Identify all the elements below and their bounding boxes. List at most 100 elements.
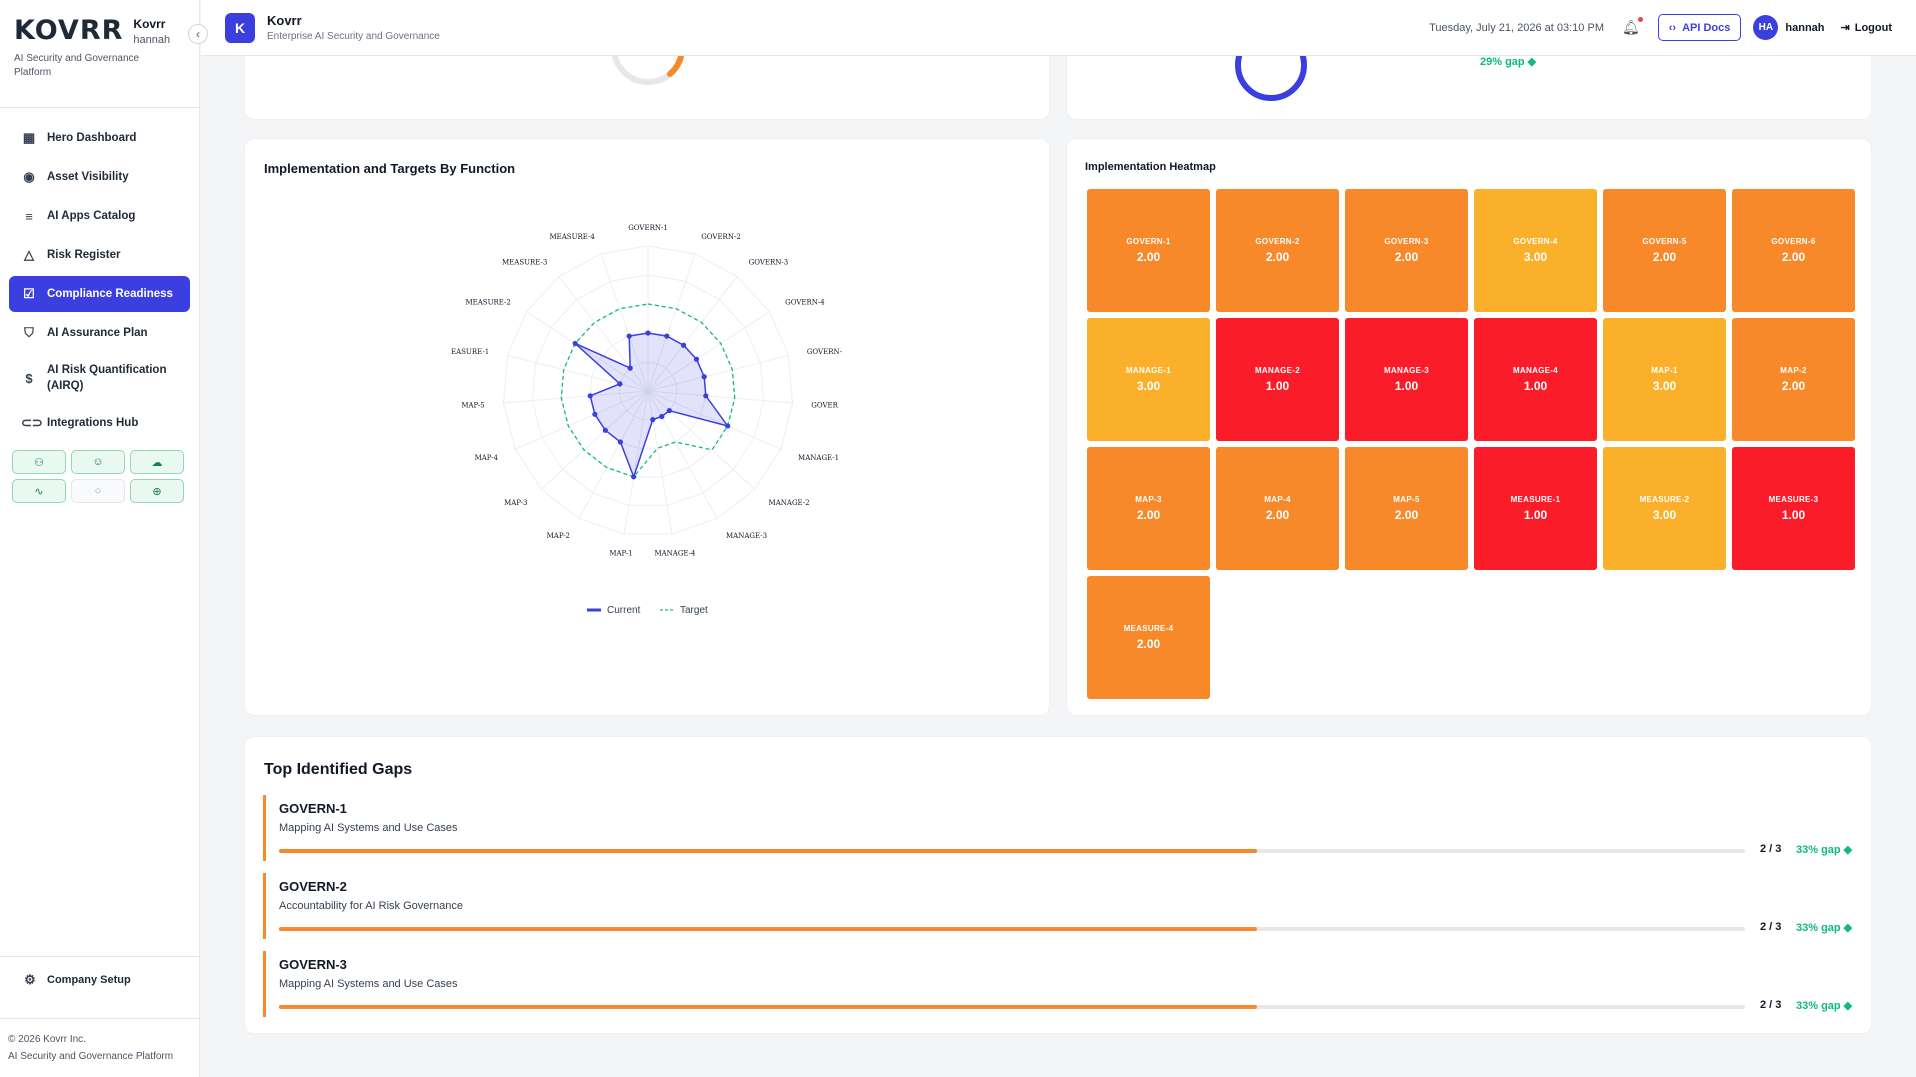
heatmap-cell[interactable]: MEASURE-1 1.00 bbox=[1474, 447, 1597, 570]
radar-point-current bbox=[631, 474, 637, 480]
heatmap-cell[interactable]: MANAGE-1 3.00 bbox=[1087, 318, 1210, 441]
radar-point-current bbox=[617, 439, 623, 445]
heatmap-cell[interactable]: MANAGE-4 1.00 bbox=[1474, 318, 1597, 441]
app-badge[interactable]: K bbox=[225, 12, 255, 43]
collapse-sidebar-button[interactable]: ‹ bbox=[188, 24, 208, 44]
radar-series-target bbox=[560, 303, 736, 478]
heatmap-cell[interactable]: MAP-2 2.00 bbox=[1732, 318, 1855, 441]
radar-spoke bbox=[647, 390, 718, 519]
globe-icon[interactable]: ⊕ bbox=[130, 479, 184, 503]
heatmap-cell-label: MAP-4 bbox=[1264, 495, 1291, 504]
sidebar-item-integrations-hub[interactable]: ⊂⊃ Integrations Hub bbox=[9, 405, 190, 441]
heatmap-cell-value: 1.00 bbox=[1394, 379, 1419, 393]
heatmap-cell-label: MAP-2 bbox=[1780, 366, 1807, 375]
activity-icon[interactable]: ∿ bbox=[12, 479, 66, 503]
shield-outline-icon[interactable]: ○ bbox=[71, 479, 125, 503]
heatmap-cell[interactable]: MAP-4 2.00 bbox=[1216, 447, 1339, 570]
logout-button[interactable]: ⇥ Logout bbox=[1840, 21, 1892, 35]
sidebar-item-risk-register[interactable]: △ Risk Register bbox=[9, 237, 190, 273]
heatmap-cell[interactable]: GOVERN-1 2.00 bbox=[1087, 189, 1210, 312]
radar-spoke bbox=[578, 390, 649, 519]
chevron-left-icon: ‹ bbox=[196, 27, 200, 41]
radar-axis-label: GOVER bbox=[811, 402, 838, 410]
company-setup-link[interactable]: ⚙ Company Setup bbox=[22, 972, 178, 988]
users-icon[interactable]: ☺ bbox=[71, 450, 125, 474]
sidebar-item-asset-visibility[interactable]: ◉ Asset Visibility bbox=[9, 159, 190, 195]
radar-point-current bbox=[626, 333, 632, 339]
logout-icon: ⇥ bbox=[1840, 22, 1850, 34]
radar-chart: GOVERN-1 GOVERN-2 GOVERN-3 GOVERN-4 GOVERN- G… bbox=[451, 224, 843, 616]
sidebar-item-compliance-readiness[interactable]: ☑ Compliance Readiness bbox=[9, 276, 190, 312]
sidebar-item-label: AI Assurance Plan bbox=[47, 327, 148, 339]
top-gaps-card: Top Identified Gaps GOVERN-1 Mapping AI S… bbox=[244, 736, 1872, 1034]
radar-axis-label: MAP-1 bbox=[609, 550, 632, 558]
cloud-icon[interactable]: ☁ bbox=[130, 450, 184, 474]
heatmap-cell-label: MEASURE-4 bbox=[1123, 624, 1174, 633]
heatmap-cell[interactable]: GOVERN-4 3.00 bbox=[1474, 189, 1597, 312]
gap-id: GOVERN-3 bbox=[279, 957, 347, 972]
sidebar: KOVRR Kovrr hannah AI Security and Gover… bbox=[0, 0, 200, 1077]
heatmap-cell[interactable]: MAP-3 2.00 bbox=[1087, 447, 1210, 570]
api-docs-label: API Docs bbox=[1682, 21, 1731, 34]
warning-icon: △ bbox=[24, 247, 34, 262]
legend-label-target: Target bbox=[680, 605, 708, 616]
heatmap-cell[interactable]: GOVERN-3 2.00 bbox=[1345, 189, 1468, 312]
radar-spoke bbox=[647, 390, 781, 450]
bell-icon: 🔔︎ bbox=[1621, 19, 1640, 35]
heatmap-cell[interactable]: MAP-5 2.00 bbox=[1345, 447, 1468, 570]
heatmap-cell[interactable]: MEASURE-2 3.00 bbox=[1603, 447, 1726, 570]
header-username: hannah bbox=[1785, 21, 1825, 34]
heatmap-cell-label: GOVERN-3 bbox=[1384, 237, 1429, 246]
radar-grid-ring bbox=[502, 245, 794, 535]
avatar[interactable]: HA bbox=[1753, 15, 1779, 40]
radar-chart-card: Implementation and Targets By Function G… bbox=[244, 138, 1050, 716]
radar-point-current bbox=[664, 333, 670, 339]
grid-icon: ▦ bbox=[22, 130, 36, 145]
radar-point-current bbox=[572, 340, 578, 347]
radar-spoke bbox=[503, 390, 649, 404]
kovrr-logo[interactable]: KOVRR bbox=[14, 15, 124, 46]
radar-spoke bbox=[647, 390, 793, 404]
sidebar-item-airq[interactable]: $ AI Risk Quantification (AIRQ) bbox=[9, 354, 190, 402]
database-icon: ≡ bbox=[25, 208, 33, 224]
heatmap-cell[interactable]: GOVERN-2 2.00 bbox=[1216, 189, 1339, 312]
shield-icon: ⛉ bbox=[24, 325, 34, 340]
sidebar-item-label: Hero Dashboard bbox=[47, 132, 137, 144]
sidebar-nav: ▦ Hero Dashboard ◉ Asset Visibility ≡ AI… bbox=[0, 108, 199, 503]
sidebar-item-ai-assurance-plan[interactable]: ⛉ AI Assurance Plan bbox=[9, 315, 190, 351]
heatmap-cell[interactable]: GOVERN-5 2.00 bbox=[1603, 189, 1726, 312]
heatmap-cell[interactable]: MAP-1 3.00 bbox=[1603, 318, 1726, 441]
heatmap-grid: GOVERN-1 2.00 GOVERN-2 2.00 GOVERN-3 2.00 GOVE… bbox=[1087, 189, 1855, 699]
radar-spoke bbox=[647, 311, 770, 392]
sidebar-item-label: Compliance Readiness bbox=[47, 288, 173, 300]
radar-point-current bbox=[693, 356, 700, 362]
radar-axis-label: MAP-3 bbox=[504, 499, 527, 507]
heatmap-cell-value: 3.00 bbox=[1136, 379, 1161, 393]
sidebar-item-hero-dashboard[interactable]: ▦ Hero Dashboard bbox=[9, 120, 190, 156]
app-subtitle: Enterprise AI Security and Governance bbox=[267, 31, 440, 42]
radar-point-current bbox=[703, 393, 709, 399]
gap-progress-track bbox=[279, 927, 1745, 931]
gap-item[interactable]: GOVERN-3 Mapping AI Systems and Use Cases… bbox=[263, 951, 1853, 1017]
heatmap-cell[interactable]: MANAGE-2 1.00 bbox=[1216, 318, 1339, 441]
radar-point-current bbox=[617, 381, 623, 387]
radar-axis-label: EASURE-1 bbox=[451, 348, 489, 356]
heatmap-cell[interactable]: MANAGE-3 1.00 bbox=[1345, 318, 1468, 441]
heatmap-cell-value: 3.00 bbox=[1652, 379, 1677, 393]
radar-series-current bbox=[574, 332, 730, 480]
gap-item[interactable]: GOVERN-1 Mapping AI Systems and Use Cases… bbox=[263, 795, 1853, 861]
heatmap-cell-value: 2.00 bbox=[1136, 508, 1161, 522]
gap-item[interactable]: GOVERN-2 Accountability for AI Risk Gover… bbox=[263, 873, 1853, 939]
heatmap-cell[interactable]: GOVERN-6 2.00 bbox=[1732, 189, 1855, 312]
sidebar-item-label: Integrations Hub bbox=[47, 417, 139, 429]
heatmap-cell[interactable]: MEASURE-3 1.00 bbox=[1732, 447, 1855, 570]
radar-axis-label: MEASURE-2 bbox=[465, 298, 510, 306]
heatmap-cell[interactable]: MEASURE-4 2.00 bbox=[1087, 576, 1210, 699]
sidebar-item-ai-apps-catalog[interactable]: ≡ AI Apps Catalog bbox=[9, 198, 190, 234]
heatmap-cell-label: MAP-3 bbox=[1135, 495, 1162, 504]
notifications-button[interactable]: 🔔︎ bbox=[1621, 17, 1643, 36]
heatmap-cell-label: MEASURE-2 bbox=[1639, 495, 1690, 504]
api-docs-button[interactable]: ‹› API Docs bbox=[1657, 14, 1742, 41]
network-icon[interactable]: ⚇ bbox=[12, 450, 66, 474]
radar-axis-label: MAP-5 bbox=[461, 402, 484, 410]
